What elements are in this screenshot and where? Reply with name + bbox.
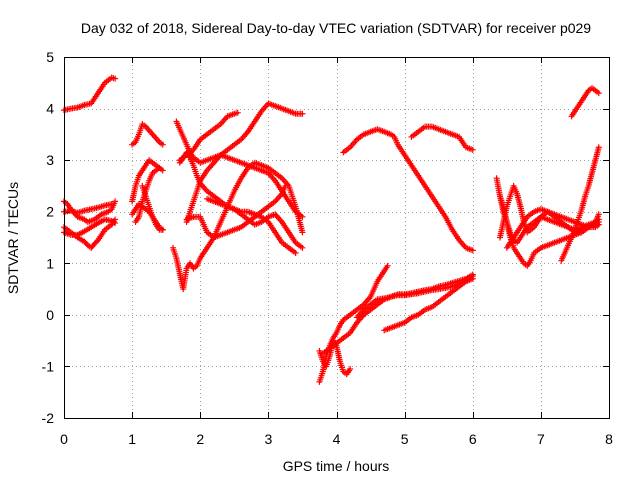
series-arc-14 [183, 100, 306, 226]
y-tick-labels: -2 -1 0 1 2 3 4 5 [42, 49, 55, 426]
data-points [61, 74, 602, 385]
x-tick-label: 7 [537, 431, 545, 447]
y-tick-label: 5 [46, 49, 54, 65]
data-point [299, 244, 306, 251]
plot-frame [64, 57, 610, 419]
x-axis-label: GPS time / hours [283, 458, 390, 474]
data-point [159, 141, 166, 148]
data-point [469, 247, 476, 254]
data-point [292, 249, 299, 256]
data-point [282, 182, 289, 189]
y-tick-label: 1 [46, 255, 54, 271]
series-arc-17 [204, 195, 306, 251]
data-point [108, 200, 115, 207]
x-tick-label: 1 [128, 431, 136, 447]
data-point [299, 110, 306, 117]
y-tick-label: -1 [42, 358, 55, 374]
x-tick-label: 3 [264, 431, 272, 447]
data-point [469, 273, 476, 280]
data-point [347, 366, 354, 373]
series-arc-09 [132, 164, 163, 226]
y-tick-label: 4 [46, 101, 54, 117]
series-arc-11 [173, 118, 306, 220]
series-arc-06 [129, 121, 166, 148]
series-arc-22 [381, 273, 476, 334]
series-arc-28 [503, 206, 602, 251]
y-axis-label: SDTVAR / TECUs [5, 182, 21, 294]
series-arc-23 [340, 126, 476, 254]
series-arc-01 [61, 74, 119, 114]
x-tick-label: 0 [60, 431, 68, 447]
data-point [159, 167, 166, 174]
y-tick-label: 3 [46, 152, 54, 168]
series-arc-15 [170, 159, 306, 293]
x-tick-label: 2 [196, 431, 204, 447]
data-point [159, 226, 166, 233]
x-tick-label: 6 [469, 431, 477, 447]
x-tick-label: 4 [333, 431, 341, 447]
data-point [112, 198, 119, 205]
x-tick-labels: 0 1 2 3 4 5 6 7 8 [60, 431, 613, 447]
data-point [469, 146, 476, 153]
series-arc-16 [183, 182, 289, 241]
series-arc-05 [61, 216, 119, 238]
data-point [156, 164, 163, 171]
data-point [384, 262, 391, 269]
x-tick-label: 8 [605, 431, 613, 447]
series-arc-24 [408, 123, 476, 153]
data-point [234, 109, 241, 116]
y-tick-label: 0 [46, 307, 54, 323]
y-tick-label: -2 [42, 410, 55, 426]
data-point [299, 229, 306, 236]
grid [64, 57, 609, 418]
series-arc-03 [61, 200, 115, 216]
x-tick-label: 5 [401, 431, 409, 447]
data-point [595, 144, 602, 151]
data-point [595, 211, 602, 218]
chart-title: Day 032 of 2018, Sidereal Day-to-day VTE… [81, 20, 591, 36]
data-point [595, 90, 602, 97]
data-point [112, 75, 119, 82]
series-arc-10 [139, 182, 166, 233]
series-arc-29 [558, 144, 602, 264]
series-arc-30 [568, 84, 602, 120]
data-point [112, 220, 119, 227]
data-point [595, 219, 602, 226]
y-tick-label: 2 [46, 204, 54, 220]
